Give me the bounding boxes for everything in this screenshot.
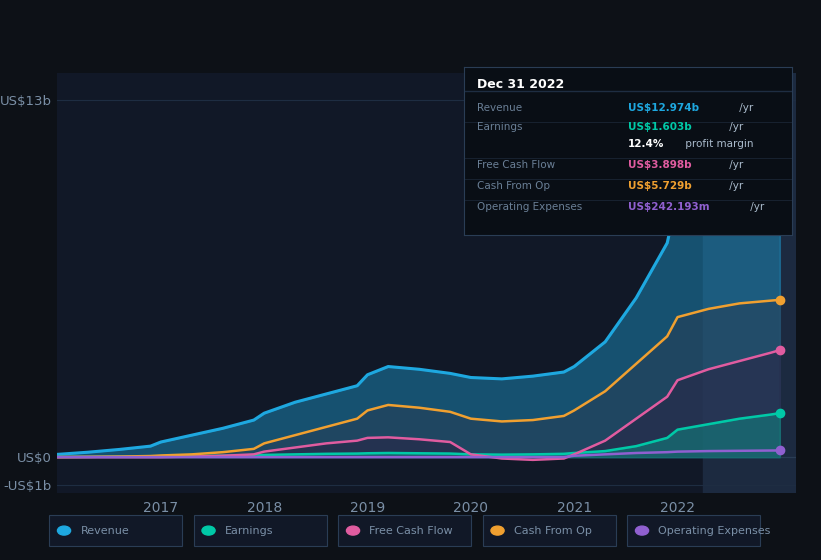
Text: /yr: /yr [726, 160, 743, 170]
Text: Cash From Op: Cash From Op [514, 526, 592, 535]
Bar [704, 73, 796, 493]
Text: /yr: /yr [747, 202, 764, 212]
Text: /yr: /yr [736, 102, 754, 113]
Text: US$1.603b: US$1.603b [628, 122, 692, 132]
Text: 12.4%: 12.4% [628, 139, 664, 148]
Text: Free Cash Flow: Free Cash Flow [369, 526, 453, 535]
Text: Operating Expenses: Operating Expenses [477, 202, 582, 212]
Text: profit margin: profit margin [682, 139, 754, 148]
Text: Revenue: Revenue [80, 526, 129, 535]
Text: Operating Expenses: Operating Expenses [658, 526, 771, 535]
Text: Free Cash Flow: Free Cash Flow [477, 160, 555, 170]
Text: Earnings: Earnings [477, 122, 522, 132]
Text: /yr: /yr [726, 181, 743, 190]
Text: /yr: /yr [726, 122, 743, 132]
Text: Dec 31 2022: Dec 31 2022 [477, 78, 564, 91]
Text: Revenue: Revenue [477, 102, 522, 113]
Text: US$242.193m: US$242.193m [628, 202, 709, 212]
Text: Earnings: Earnings [225, 526, 273, 535]
Text: US$3.898b: US$3.898b [628, 160, 691, 170]
Text: US$12.974b: US$12.974b [628, 102, 699, 113]
Text: Cash From Op: Cash From Op [477, 181, 550, 190]
Text: US$5.729b: US$5.729b [628, 181, 692, 190]
